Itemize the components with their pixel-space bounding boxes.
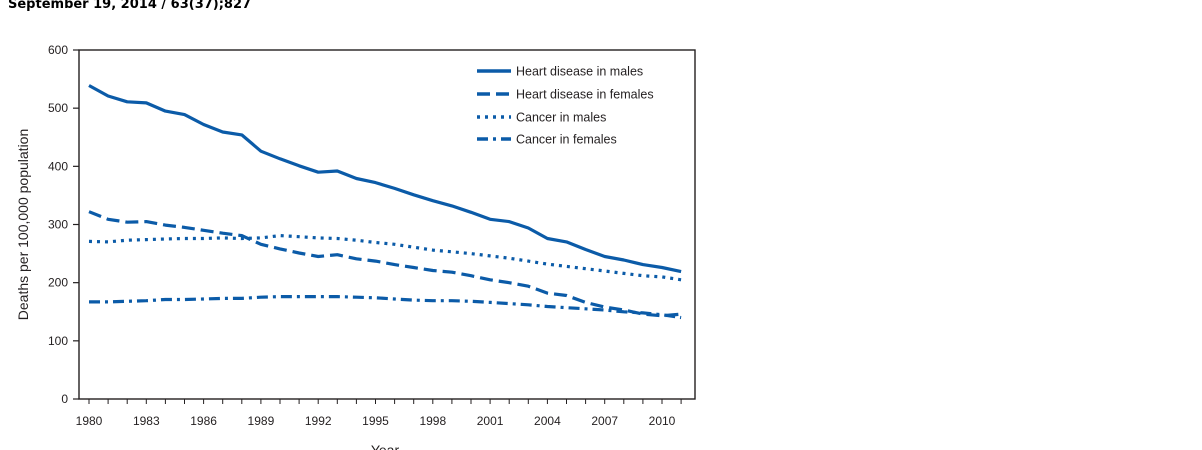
x-tick-label: 1998 bbox=[419, 414, 446, 428]
y-tick-label: 600 bbox=[48, 43, 68, 57]
series-line-cancer-in-males bbox=[89, 236, 681, 280]
y-tick-label: 200 bbox=[48, 276, 68, 290]
x-tick-label: 1992 bbox=[305, 414, 332, 428]
legend-label: Cancer in females bbox=[516, 133, 617, 147]
y-tick-label: 500 bbox=[48, 101, 68, 115]
x-axis-ticks: 1980 1983 1986 1989 1992 1995 1998 2001 2004 2007… bbox=[76, 399, 681, 428]
y-axis-title: Deaths per 100,000 population bbox=[15, 129, 31, 320]
series-line-cancer-in-females bbox=[89, 297, 681, 318]
x-tick-label: 1983 bbox=[133, 414, 160, 428]
x-tick-label: 1986 bbox=[190, 414, 217, 428]
y-tick-label: 100 bbox=[48, 334, 68, 348]
x-tick-label: 1995 bbox=[362, 414, 389, 428]
x-axis-title: Year bbox=[371, 442, 400, 450]
x-tick-label: 2004 bbox=[534, 414, 561, 428]
x-tick-label: 1989 bbox=[248, 414, 275, 428]
x-tick-label: 2001 bbox=[477, 414, 504, 428]
legend: Heart disease in males Heart disease in f… bbox=[477, 65, 654, 147]
legend-label: Cancer in males bbox=[516, 111, 606, 125]
legend-label: Heart disease in males bbox=[516, 65, 643, 79]
y-tick-label: 300 bbox=[48, 218, 68, 232]
y-tick-label: 400 bbox=[48, 159, 68, 173]
x-tick-label: 2007 bbox=[591, 414, 618, 428]
y-tick-label: 0 bbox=[61, 392, 68, 406]
legend-label: Heart disease in females bbox=[516, 88, 654, 102]
y-axis-ticks: 0 100 200 300 400 500 600 bbox=[48, 43, 79, 406]
x-tick-label: 2010 bbox=[649, 414, 676, 428]
line-chart: 0 100 200 300 400 500 600 1980 1983 1986 1989 1992… bbox=[0, 0, 1202, 450]
x-tick-label: 1980 bbox=[76, 414, 103, 428]
